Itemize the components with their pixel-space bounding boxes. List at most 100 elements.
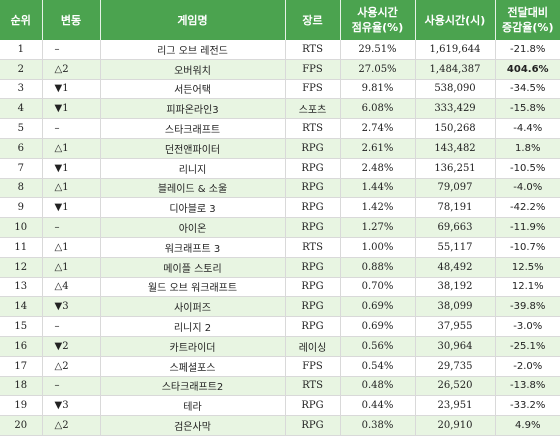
hours-cell: 79,097 — [415, 178, 496, 199]
hours-cell: 1,484,387 — [415, 59, 496, 80]
change-cell: -21.8% — [495, 40, 560, 60]
table-row: 17 △2 스페셜포스 FPS 0.54% 29,735 -2.0% — [0, 356, 560, 377]
game-name-cell: 월드 오브 워크래프트 — [100, 277, 286, 298]
trend-cell: △1 — [42, 237, 101, 258]
change-cell: -2.0% — [495, 356, 560, 377]
share-cell: 1.00% — [340, 237, 416, 258]
game-name-cell: 디아블로 3 — [100, 197, 286, 219]
change-cell: -34.5% — [495, 79, 560, 100]
table-row: 6 △1 던전앤파이터 RPG 2.61% 143,482 1.8% — [0, 138, 560, 159]
share-cell: 0.70% — [340, 277, 416, 298]
table-row: 20 △2 검은사막 RPG 0.38% 20,910 4.9% — [0, 415, 560, 436]
share-cell: 0.48% — [340, 376, 416, 397]
header-rank: 순위 — [0, 0, 43, 40]
genre-cell: 레이싱 — [285, 336, 341, 357]
table-row: 4 ▼1 피파온라인3 스포츠 6.08% 333,429 -15.8% — [0, 98, 560, 120]
hours-cell: 1,619,644 — [415, 40, 496, 60]
rank-cell: 8 — [0, 178, 43, 199]
hours-cell: 23,951 — [415, 395, 496, 417]
genre-cell: RPG — [285, 158, 341, 179]
hours-cell: 538,090 — [415, 79, 496, 100]
share-cell: 1.44% — [340, 178, 416, 199]
game-name-cell: 카트라이더 — [100, 336, 286, 357]
table-row: 1– 리그 오브 레전드 RTS 29.51% 1,619,644 -21.8% — [0, 40, 560, 60]
genre-cell: RPG — [285, 138, 341, 159]
game-name-cell: 리그 오브 레전드 — [100, 40, 286, 60]
table-row: 9 ▼1 디아블로 3 RPG 1.42% 78,191 -42.2% — [0, 197, 560, 219]
change-cell: 12.1% — [495, 277, 560, 298]
share-cell: 0.54% — [340, 356, 416, 377]
trend-cell: ▼1 — [42, 79, 101, 100]
game-name-cell: 사이퍼즈 — [100, 296, 286, 318]
trend-cell: ▼2 — [42, 336, 101, 357]
trend-cell: ▼1 — [42, 98, 101, 120]
rank-cell: 12 — [0, 257, 43, 278]
change-cell: -10.5% — [495, 158, 560, 179]
table-row: 19 ▼3 테라 RPG 0.44% 23,951 -33.2% — [0, 395, 560, 417]
share-cell: 0.56% — [340, 336, 416, 357]
change-cell: -25.1% — [495, 336, 560, 357]
hours-cell: 136,251 — [415, 158, 496, 179]
hours-cell: 69,663 — [415, 217, 496, 238]
change-cell: 404.6% — [495, 59, 560, 80]
table-row: 18– 스타크래프트2 RTS 0.48% 26,520 -13.8% — [0, 376, 560, 397]
genre-cell: RPG — [285, 277, 341, 298]
game-name-cell: 아이온 — [100, 217, 286, 238]
game-name-cell: 리니지 2 — [100, 316, 286, 337]
game-name-cell: 스페셜포스 — [100, 356, 286, 377]
game-name-cell: 메이플 스토리 — [100, 257, 286, 278]
genre-cell: RPG — [285, 257, 341, 278]
share-cell: 1.27% — [340, 217, 416, 238]
table-row: 15– 리니지 2 RPG 0.69% 37,955 -3.0% — [0, 316, 560, 337]
hours-cell: 20,910 — [415, 415, 496, 436]
hours-cell: 26,520 — [415, 376, 496, 397]
table-row: 2 △2 오버워치 FPS 27.05% 1,484,387 404.6% — [0, 59, 560, 80]
hours-cell: 150,268 — [415, 118, 496, 139]
genre-cell: RTS — [285, 237, 341, 258]
change-cell: -39.8% — [495, 296, 560, 318]
rank-cell: 5 — [0, 118, 43, 139]
game-name-cell: 피파온라인3 — [100, 98, 286, 120]
table-row: 5– 스타크래프트 RTS 2.74% 150,268 -4.4% — [0, 118, 560, 139]
header-name: 게임명 — [100, 0, 286, 40]
game-name-cell: 서든어택 — [100, 79, 286, 100]
game-name-cell: 리니지 — [100, 158, 286, 179]
table-row: 16 ▼2 카트라이더 레이싱 0.56% 30,964 -25.1% — [0, 336, 560, 357]
trend-cell: △2 — [42, 415, 101, 436]
trend-cell: △4 — [42, 277, 101, 298]
hours-cell: 333,429 — [415, 98, 496, 120]
change-cell: -11.9% — [495, 217, 560, 238]
rank-cell: 9 — [0, 197, 43, 219]
table-row: 8 △1 블레이드 & 소울 RPG 1.44% 79,097 -4.0% — [0, 178, 560, 199]
game-name-cell: 던전앤파이터 — [100, 138, 286, 159]
share-cell: 9.81% — [340, 79, 416, 100]
change-cell: 4.9% — [495, 415, 560, 436]
header-change: 전달대비 증감율(%) — [495, 0, 560, 40]
game-name-cell: 오버워치 — [100, 59, 286, 80]
change-cell: -13.8% — [495, 376, 560, 397]
game-name-cell: 스타크래프트 — [100, 118, 286, 139]
genre-cell: RTS — [285, 40, 341, 60]
share-cell: 2.61% — [340, 138, 416, 159]
trend-cell: △1 — [42, 257, 101, 278]
trend-cell: △2 — [42, 356, 101, 377]
change-cell: -4.4% — [495, 118, 560, 139]
header-hours: 사용시간(시) — [415, 0, 496, 40]
hours-cell: 55,117 — [415, 237, 496, 258]
rank-cell: 14 — [0, 296, 43, 318]
rank-cell: 13 — [0, 277, 43, 298]
share-cell: 29.51% — [340, 40, 416, 60]
genre-cell: RTS — [285, 118, 341, 139]
genre-cell: FPS — [285, 79, 341, 100]
trend-cell: △1 — [42, 138, 101, 159]
rank-cell: 11 — [0, 237, 43, 258]
rank-cell: 17 — [0, 356, 43, 377]
trend-cell: – — [42, 217, 101, 238]
rank-cell: 6 — [0, 138, 43, 159]
change-cell: 12.5% — [495, 257, 560, 278]
share-cell: 2.74% — [340, 118, 416, 139]
hours-cell: 38,192 — [415, 277, 496, 298]
table-row: 13 △4 월드 오브 워크래프트 RPG 0.70% 38,192 12.1% — [0, 277, 560, 298]
share-cell: 1.42% — [340, 197, 416, 219]
change-cell: 1.8% — [495, 138, 560, 159]
